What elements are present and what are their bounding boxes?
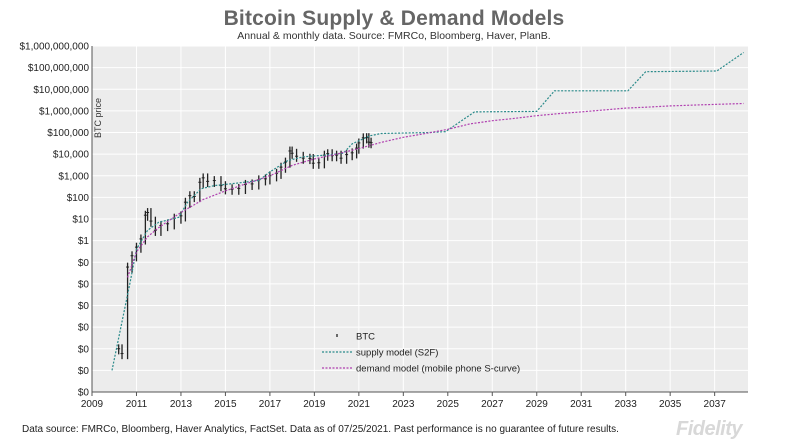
y-axis-label: BTC price (93, 98, 103, 138)
y-tick-label: $100,000,000 (28, 63, 90, 74)
x-tick-label: 2015 (214, 399, 237, 410)
y-tick-label: $10,000,000 (33, 85, 89, 96)
y-tick-label: $1,000 (58, 171, 89, 182)
x-tick-label: 2017 (259, 399, 282, 410)
y-tick-label: $100 (67, 193, 90, 204)
legend-label: BTC (356, 332, 375, 343)
x-tick-label: 2027 (481, 399, 504, 410)
y-tick-label: $0 (78, 323, 90, 334)
y-tick-label: $10,000 (53, 150, 90, 161)
y-tick-label: $1 (78, 236, 90, 247)
legend-label: supply model (S2F) (356, 348, 438, 359)
y-tick-label: $0 (78, 388, 90, 399)
x-tick-label: 2023 (392, 399, 415, 410)
y-tick-label: $1,000,000 (39, 106, 89, 117)
x-tick-label: 2033 (615, 399, 638, 410)
y-tick-label: $1,000,000,000 (19, 42, 89, 53)
x-tick-label: 2029 (526, 399, 549, 410)
x-tick-label: 2011 (126, 399, 148, 410)
y-tick-label: $0 (78, 279, 90, 290)
x-tick-label: 2021 (348, 399, 371, 410)
chart-subtitle: Annual & monthly data. Source: FMRCo, Bl… (237, 30, 551, 42)
x-tick-label: 2009 (81, 399, 104, 410)
x-tick-label: 2019 (303, 399, 326, 410)
y-tick-label: $0 (78, 344, 90, 355)
x-tick-label: 2013 (170, 399, 193, 410)
y-tick-label: $0 (78, 301, 90, 312)
y-tick-label: $100,000 (47, 128, 89, 139)
x-tick-label: 2031 (570, 399, 593, 410)
x-tick-label: 2037 (704, 399, 727, 410)
demand-model-line (127, 102, 744, 278)
chart-title: Bitcoin Supply & Demand Models (223, 7, 565, 30)
x-tick-label: 2025 (437, 399, 460, 410)
fidelity-logo: Fidelity (676, 418, 743, 440)
legend-label: demand model (mobile phone S-curve) (356, 364, 520, 375)
y-tick-label: $0 (78, 258, 90, 269)
y-tick-label: $0 (78, 366, 90, 377)
footer-source-note: Data source: FMRCo, Bloomberg, Haver Ana… (22, 424, 619, 435)
supply-model-line (111, 52, 744, 371)
x-tick-label: 2035 (659, 399, 682, 410)
y-tick-label: $10 (72, 215, 89, 226)
